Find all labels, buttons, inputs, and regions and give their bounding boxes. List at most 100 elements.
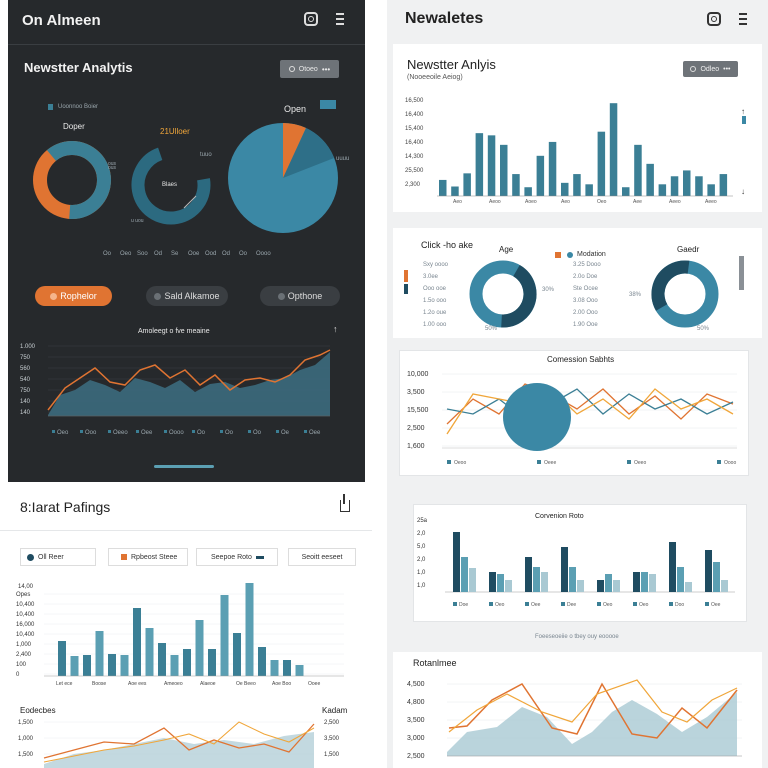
x-tick-label: Aoe ees [128,681,147,687]
bar [497,574,504,592]
y-tick-label: Opes [16,592,30,598]
axis-label: Oo [239,251,248,257]
donut-axis-labels: Oo Oeo Soo Od Se Ooe Ood Od Oo Oooo [103,251,271,257]
x-tick-label: Oeeo [113,430,128,436]
x-tick-label: Doe [459,602,468,608]
y-tick-label: 10,400 [16,602,35,608]
bar [83,655,91,676]
x-tick-label: Aeeo [669,199,681,205]
header-dropdown-button[interactable]: Otoeo ••• [280,60,339,78]
age-stats-list: 3.25 Dooo 2.0o Doe Ste Ocee 3.08 Ooo 2.0… [573,262,601,328]
tab-readers-icon [27,553,34,561]
bar [158,643,166,676]
bar [270,660,279,676]
gender-scale-bar [739,256,744,290]
bar [577,580,584,592]
tab-report-stats[interactable]: Rpbeost Steee [108,548,188,566]
y-tick-label: 25,500 [405,168,424,174]
donut-chart-2: u uou [131,145,211,225]
filter-button-options[interactable]: Opthone [260,286,340,306]
bar [634,144,642,196]
donut2-label: 21Ulloer [160,127,190,136]
area-line-chart: 1.000 750 560 540 750 140 140 Oeo Ooo Oeeo Oee Ooo… [20,344,331,436]
bar [475,133,484,196]
x-tick-marker [304,430,307,433]
bar [613,580,620,592]
y-tick-label: 2,300 [405,182,421,188]
x-tick-marker [220,430,223,433]
x-tick-label: Ooo [85,430,97,436]
bar [170,655,179,676]
y-tick-label: 10,400 [16,612,35,618]
bar [677,567,684,592]
x-tick-label: Oeo [603,602,613,608]
filter-primary-icon [50,292,58,300]
x-tick-marker [108,430,111,433]
y-tick-label: 3,500 [407,717,425,724]
y-tick-label: 1.000 [20,344,36,350]
tab-response-rate[interactable]: Seepoe Roto [196,548,278,566]
app-title: On Almeen [22,12,101,29]
y-tick-label: 10,000 [407,371,429,378]
y-tick-label: 140 [20,399,31,405]
bar [469,568,476,592]
menu-icon[interactable] [336,13,344,25]
x-tick-label: Oe Beeo [236,681,256,687]
bar [713,562,720,592]
right-title: Newaletes [405,10,484,27]
conversion-card [399,350,749,476]
left-dashboard-panel: On Almeen Newstter Analytis Otoeo ••• Uo… [8,0,365,482]
y-tick-label: 1,500 [18,752,34,758]
x-tick-marker [525,602,529,606]
bar [669,542,676,592]
upload-icon[interactable]: ↑ [333,324,338,334]
clock-icon [288,66,295,72]
x-tick-label: Ooee [308,681,320,687]
age-legend-label: Modation [577,251,606,258]
y-tick-label: 2,400 [16,652,32,658]
bar [505,580,512,592]
axis-label: Soo [137,251,148,257]
x-tick-marker [192,430,195,433]
age-legend-swatch-teal [567,252,573,258]
filter-button-primary[interactable]: Rophelor [35,286,112,306]
filter-button-secondary[interactable]: Sald Alkamoe [146,286,228,306]
donut-mid-label: Blaes [162,182,178,188]
scroll-indicator[interactable] [154,465,214,468]
x-tick-label: Aeoo [489,199,501,205]
y-tick-label: 4,800 [407,699,425,706]
line-chart-title: Amoleegt o fve meaine [138,328,210,335]
tab-subscriber-select[interactable]: Seoitt eeseet [288,548,356,566]
bar [500,144,508,196]
hamburger-icon[interactable] [739,13,747,25]
bar [283,660,291,676]
engagement-line-chart: 1,500 1,000 1,500 2,500 3,500 1,500 [18,720,340,768]
axis-label: Od [222,251,230,257]
instagram-icon[interactable] [707,12,721,26]
share-icon[interactable] [340,494,350,512]
bar [451,186,459,196]
age-pct-right: 30% [542,287,555,293]
legend-top-swatch [48,104,53,110]
bar [605,574,612,592]
tab-all-readers[interactable]: Oll Reer [20,548,96,566]
bar [70,656,79,676]
x-tick-marker [276,430,279,433]
footer-note: Foeeseoeiie o tbey ouy eooooe [535,634,619,640]
x-tick-label: Oeo [57,430,69,436]
x-tick-marker [136,430,139,433]
bar [220,595,229,676]
bottom-title: 8:Iarat Pafings [20,499,111,515]
bar [536,155,545,196]
bar [585,184,593,196]
camera-icon[interactable] [304,12,318,26]
bar [670,176,679,196]
y-tick-label: 16,400 [405,140,424,146]
rate-card [413,504,747,622]
x-tick-label: Boose [92,681,106,687]
header-dropdown-button[interactable]: Odleo ••• [683,61,738,77]
svg-text:↑: ↑ [741,107,745,116]
x-tick-label: Oeo [495,602,505,608]
filter-options-icon [277,292,285,300]
bar [658,184,667,196]
